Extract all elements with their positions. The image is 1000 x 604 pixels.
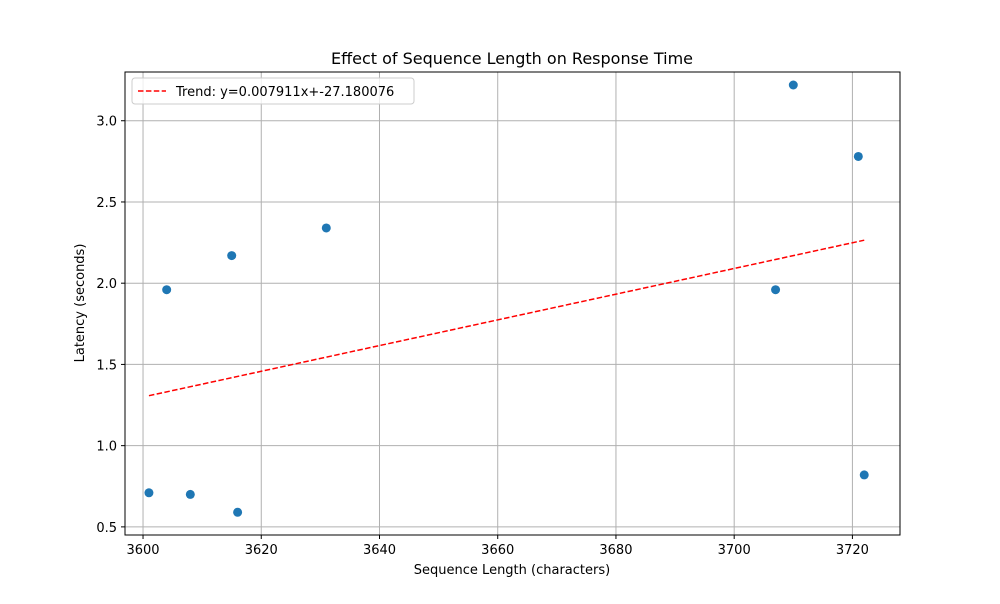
x-tick-label: 3600 [126,543,159,558]
axes-frame [124,71,901,536]
x-tick-label: 3640 [363,543,396,558]
x-tick-label: 3620 [245,543,278,558]
legend: Trend: y=0.007911x+-27.180076 [131,77,415,105]
data-points [144,80,869,517]
x-tick-label: 3660 [481,543,514,558]
data-point [321,223,331,233]
chart-title: Effect of Sequence Length on Response Ti… [331,49,693,68]
x-tick-label: 3720 [836,543,869,558]
y-tick-label: 0.5 [96,521,117,536]
data-point [162,285,172,295]
trend-line [148,239,865,397]
data-point [227,251,237,261]
trend-line-layer [148,239,865,397]
y-tick-label: 2.0 [96,277,117,292]
data-point [859,470,869,480]
y-axis-label: Latency (seconds) [73,244,88,363]
legend-trend-label: Trend: y=0.007911x+-27.180076 [175,85,394,100]
y-tick-label: 1.0 [96,440,117,455]
data-point [853,151,863,161]
data-point [771,285,781,295]
data-point [788,80,798,90]
x-tick-label: 3700 [718,543,751,558]
data-point [144,488,154,498]
x-axis-ticks: 3600 3620 3640 3660 3680 3700 3720 [126,535,869,558]
data-point [233,507,243,517]
y-tick-label: 1.5 [96,358,117,373]
y-axis-ticks: 0.5 1.0 1.5 2.0 2.5 3.0 [96,115,125,536]
x-axis-label: Sequence Length (characters) [414,563,610,578]
y-tick-label: 2.5 [96,196,117,211]
y-tick-label: 3.0 [96,115,117,130]
grid-lines [125,72,900,535]
data-point [185,489,195,499]
legend-box [131,77,415,105]
x-tick-label: 3680 [599,543,632,558]
